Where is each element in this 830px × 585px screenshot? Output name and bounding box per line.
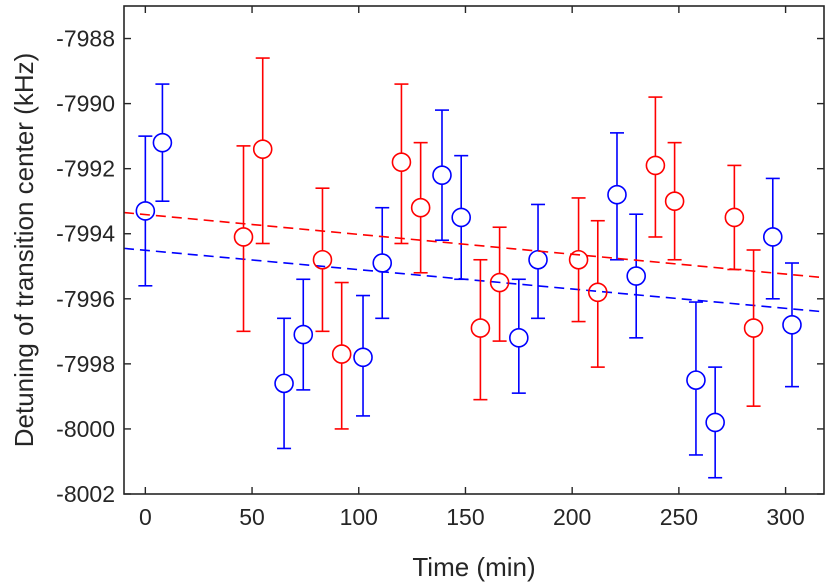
y-tick-label: -7994 — [56, 221, 115, 247]
data-point-marker — [233, 227, 254, 247]
data-point-marker — [489, 272, 510, 293]
data-point-marker — [353, 347, 373, 368]
x-tick-label: 100 — [340, 504, 378, 530]
data-point-marker — [587, 282, 608, 303]
data-point-marker — [432, 165, 452, 185]
plot-area — [123, 57, 825, 479]
data-point-marker — [645, 155, 666, 176]
data-point-marker — [152, 132, 173, 153]
y-axis-title: Detuning of transition center (kHz) — [9, 53, 39, 448]
data-point-marker — [293, 324, 314, 345]
axis-ticks: 0 50 100 150 200 250 300 -8002 -8000 -7998 -7996 -7… — [56, 6, 824, 530]
y-tick-label: -7998 — [56, 351, 115, 377]
data-point-marker — [528, 249, 548, 270]
data-point-marker — [705, 412, 725, 433]
data-point-marker — [509, 328, 529, 348]
x-axis-title: Time (min) — [412, 552, 535, 582]
data-point-marker — [568, 249, 589, 270]
data-point-marker — [782, 315, 802, 335]
x-tick-label: 250 — [660, 504, 698, 530]
data-point-marker — [686, 370, 706, 390]
x-tick-label: 50 — [239, 504, 265, 530]
series-red — [123, 57, 825, 430]
data-point-marker — [372, 253, 393, 273]
y-tick-label: -7996 — [56, 286, 115, 312]
data-point-marker — [743, 318, 764, 338]
data-point-marker — [312, 249, 333, 270]
data-point-marker — [274, 373, 294, 394]
y-tick-label: -7992 — [56, 156, 115, 182]
data-point-marker — [724, 207, 745, 228]
data-point-marker — [451, 207, 471, 228]
x-tick-label: 150 — [446, 504, 484, 530]
fit-line-blue — [123, 247, 825, 313]
data-point-marker — [626, 266, 646, 286]
fit-line-red — [123, 211, 825, 279]
y-tick-label: -8002 — [56, 481, 115, 507]
x-tick-label: 200 — [553, 504, 591, 530]
data-point-marker — [664, 191, 685, 211]
x-tick-label: 300 — [766, 504, 804, 530]
y-tick-label: -7988 — [56, 26, 115, 52]
data-point-marker — [331, 344, 352, 364]
y-tick-label: -7990 — [56, 91, 115, 117]
data-point-marker — [391, 152, 412, 172]
data-point-marker — [410, 197, 431, 218]
data-point-marker — [607, 184, 627, 205]
series-blue — [123, 83, 825, 479]
x-tick-label: 0 — [139, 504, 152, 530]
data-point-marker — [470, 318, 491, 338]
data-point-marker — [762, 227, 783, 247]
axes-box — [123, 5, 825, 495]
data-point-marker — [252, 139, 273, 159]
data-point-marker — [135, 201, 156, 221]
y-tick-label: -8000 — [56, 416, 115, 442]
